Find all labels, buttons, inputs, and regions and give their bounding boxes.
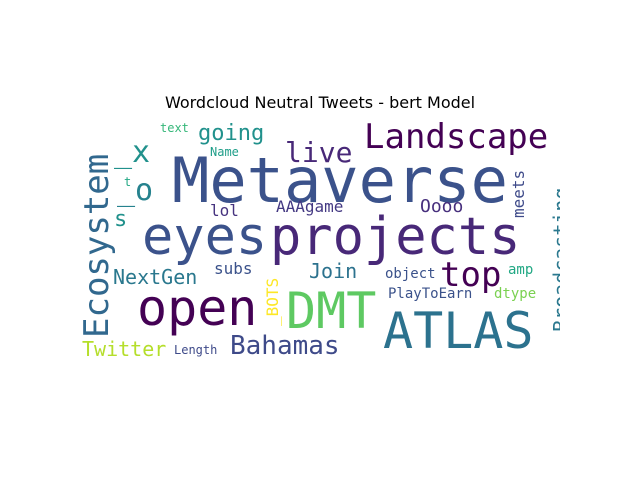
word-object: object (385, 266, 436, 282)
word-landscape: Landscape (364, 120, 548, 157)
word-nextgen: NextGen (113, 265, 197, 289)
figure-title: Wordcloud Neutral Tweets - bert Model (164, 93, 476, 112)
word-name: Name (210, 145, 239, 159)
word-t: t (124, 175, 131, 189)
word-bahamas: Bahamas (230, 331, 340, 360)
word-bots: _BOTS (263, 278, 282, 326)
word-twitter: Twitter (82, 337, 166, 360)
word-subs: subs (214, 259, 253, 278)
word-meets: meets (509, 170, 528, 218)
word-length: Length (174, 343, 217, 357)
word-top: top (440, 255, 501, 295)
word-text: text (160, 121, 189, 135)
word-live: live (285, 136, 352, 169)
word-o: _o (117, 173, 153, 208)
word-atlas: ATLAS (383, 302, 534, 360)
word-aaagame: AAAgame (276, 197, 343, 216)
word-join: Join (309, 259, 357, 283)
word-amp: amp (508, 262, 533, 278)
word-ecosystem: Ecosystem (80, 154, 117, 338)
word-dtype: dtype (494, 286, 536, 302)
word-eyes: eyes (142, 207, 267, 267)
word-s: s (114, 207, 127, 232)
word-playtoearn: PlayToEarn (388, 286, 472, 302)
word-oooo: Oooo (420, 196, 463, 217)
word-x: _x (114, 135, 150, 170)
word-lol: lol (210, 201, 239, 220)
word-projects: projects (270, 207, 520, 267)
word-metaverse: Metaverse (172, 144, 508, 217)
word-open: open (137, 279, 257, 337)
word-broadcasting: Broadcasting (549, 188, 560, 333)
word-going: going (198, 121, 264, 146)
word-dmt: DMT (286, 282, 376, 340)
